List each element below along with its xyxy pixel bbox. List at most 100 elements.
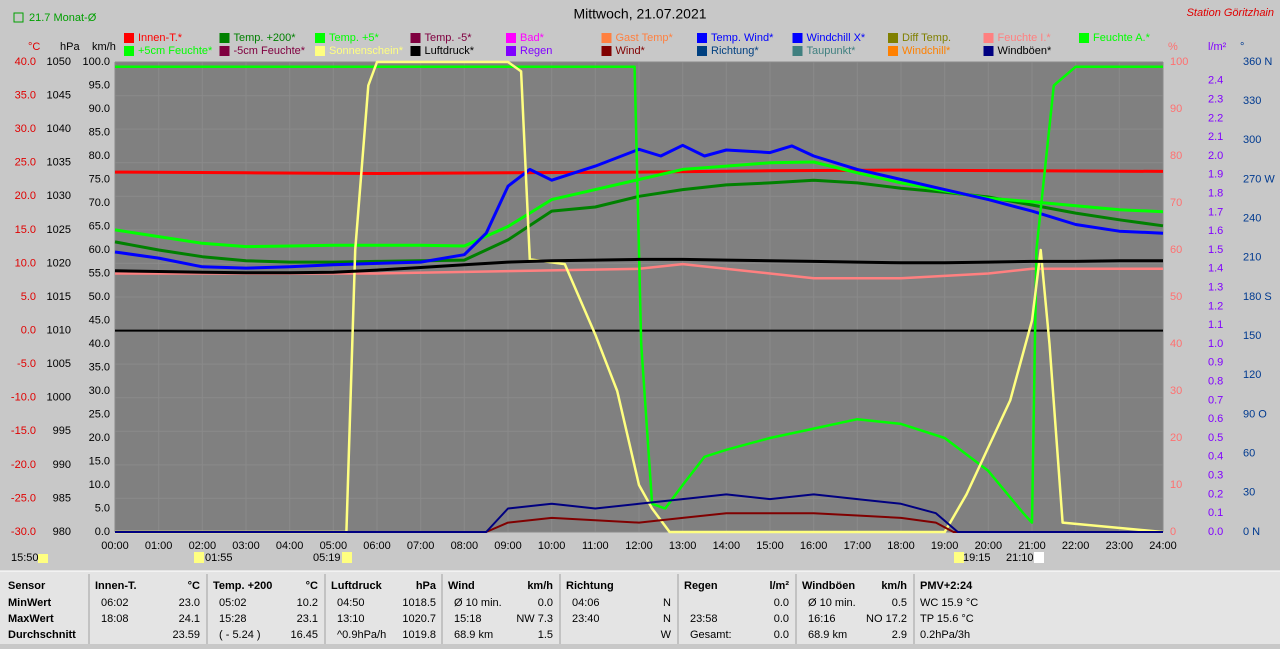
legend-label: +5cm Feuchte* — [138, 45, 213, 57]
y-tick-label: 5.0 — [95, 502, 110, 514]
legend-swatch — [888, 33, 898, 43]
y-tick-label: 25.0 — [89, 408, 110, 420]
table-cell: TP 15.6 °C — [920, 613, 974, 625]
y-tick-label: 1.2 — [1208, 300, 1223, 312]
y-tick-label: 60 — [1243, 448, 1255, 460]
y-tick-label: 990 — [53, 459, 71, 471]
y-tick-label: 0.1 — [1208, 507, 1223, 519]
table-cell: 0.0 — [774, 629, 789, 641]
x-tick-label: 00:00 — [101, 540, 129, 552]
axis-unit: km/h — [92, 41, 116, 53]
axis-unit: hPa — [60, 41, 80, 53]
y-tick-label: 10 — [1170, 479, 1182, 491]
table-unit: km/h — [527, 580, 553, 592]
table-cell: Gesamt: — [690, 629, 732, 641]
legend-label: -5cm Feuchte* — [234, 45, 306, 57]
y-tick-label: 980 — [53, 526, 71, 538]
x-tick-label: 07:00 — [407, 540, 435, 552]
y-tick-label: 120 — [1243, 369, 1261, 381]
table-cell: 15:28 — [219, 613, 247, 625]
legend-label: Windböen* — [998, 45, 1053, 57]
y-tick-label: 15.0 — [15, 224, 36, 236]
legend-label: Windchill* — [902, 45, 951, 57]
y-tick-label: 2.0 — [1208, 150, 1223, 162]
y-tick-label: 65.0 — [89, 220, 110, 232]
y-tick-label: 1015 — [47, 291, 71, 303]
y-tick-label: 35.0 — [89, 361, 110, 373]
legend-swatch — [315, 46, 325, 56]
legend-swatch — [1079, 33, 1089, 43]
table-header: Temp. +200 — [213, 580, 272, 592]
table-unit: °C — [306, 580, 318, 592]
y-tick-label: -10.0 — [11, 392, 36, 404]
y-tick-label: -25.0 — [11, 492, 36, 504]
y-tick-label: 85.0 — [89, 126, 110, 138]
y-tick-label: 90 O — [1243, 408, 1267, 420]
y-tick-label: 20.0 — [15, 190, 36, 202]
table-unit: °C — [188, 580, 200, 592]
table-cell: 15:18 — [454, 613, 482, 625]
x-tick-label: 19:00 — [931, 540, 959, 552]
legend-swatch — [315, 33, 325, 43]
table-cell: NW 7.3 — [516, 613, 553, 625]
x-tick-label: 18:00 — [887, 540, 915, 552]
y-tick-label: 20.0 — [89, 432, 110, 444]
y-tick-label: 1005 — [47, 358, 71, 370]
y-tick-label: 2.3 — [1208, 94, 1223, 106]
x-tick-label: 17:00 — [844, 540, 872, 552]
x-tick-label: 13:00 — [669, 540, 697, 552]
y-tick-label: 0.0 — [95, 526, 110, 538]
legend-label: Gast Temp* — [616, 32, 674, 44]
y-tick-label: 50 — [1170, 291, 1182, 303]
y-tick-label: 360 N — [1243, 56, 1272, 68]
x-tick-label: 09:00 — [494, 540, 522, 552]
y-tick-label: 270 W — [1243, 173, 1275, 185]
y-tick-label: 1.8 — [1208, 188, 1223, 200]
x-tick-label: 04:00 — [276, 540, 304, 552]
y-tick-label: 0 N — [1243, 526, 1260, 538]
y-tick-label: 40 — [1170, 338, 1182, 350]
table-cell: 0.0 — [538, 597, 553, 609]
y-tick-label: 30.0 — [15, 123, 36, 135]
sun-icon — [342, 552, 352, 563]
legend-swatch — [506, 46, 516, 56]
table-cell: Ø 10 min. — [808, 597, 856, 609]
legend-swatch — [219, 33, 230, 43]
table-cell: 23.59 — [172, 629, 200, 641]
table-cell: 0.0 — [774, 597, 789, 609]
table-unit: hPa — [416, 580, 437, 592]
legend-label: Temp. +5* — [329, 32, 380, 44]
legend-label: Diff Temp. — [902, 32, 951, 44]
series-line — [115, 512, 1163, 533]
y-tick-label: 0.2 — [1208, 488, 1223, 500]
axis-unit: % — [1168, 41, 1178, 53]
table-cell: 68.9 km — [808, 629, 847, 641]
y-tick-label: 45.0 — [89, 314, 110, 326]
y-tick-label: 15.0 — [89, 455, 110, 467]
table-cell: 04:50 — [337, 597, 365, 609]
table-cell: 1019.8 — [402, 629, 436, 641]
y-tick-label: 0 — [1170, 526, 1176, 538]
station: Station Göritzhain — [1187, 7, 1274, 19]
series-line — [114, 257, 1163, 275]
legend-swatch — [792, 46, 803, 56]
y-tick-label: 40.0 — [15, 56, 36, 68]
table-cell: 24.1 — [179, 613, 200, 625]
y-tick-label: 75.0 — [89, 173, 110, 185]
table-header: Richtung — [566, 580, 614, 592]
table-cell: ( - 5.24 ) — [219, 629, 261, 641]
y-tick-label: 1.7 — [1208, 206, 1223, 218]
y-tick-label: 1020 — [47, 257, 71, 269]
x-tick-label: 23:00 — [1106, 540, 1134, 552]
y-tick-label: 30 — [1243, 487, 1255, 499]
sun-icon — [1034, 552, 1044, 563]
series-line — [114, 168, 1164, 175]
y-tick-label: 1.0 — [1208, 338, 1223, 350]
y-tick-label: 985 — [53, 492, 71, 504]
table-header: Sensor — [8, 580, 46, 592]
y-tick-label: 300 — [1243, 134, 1261, 146]
series-line — [115, 493, 1163, 533]
x-tick-label: 16:00 — [800, 540, 828, 552]
table-cell: WC 15.9 °C — [920, 597, 978, 609]
y-tick-label: 1.5 — [1208, 244, 1223, 256]
